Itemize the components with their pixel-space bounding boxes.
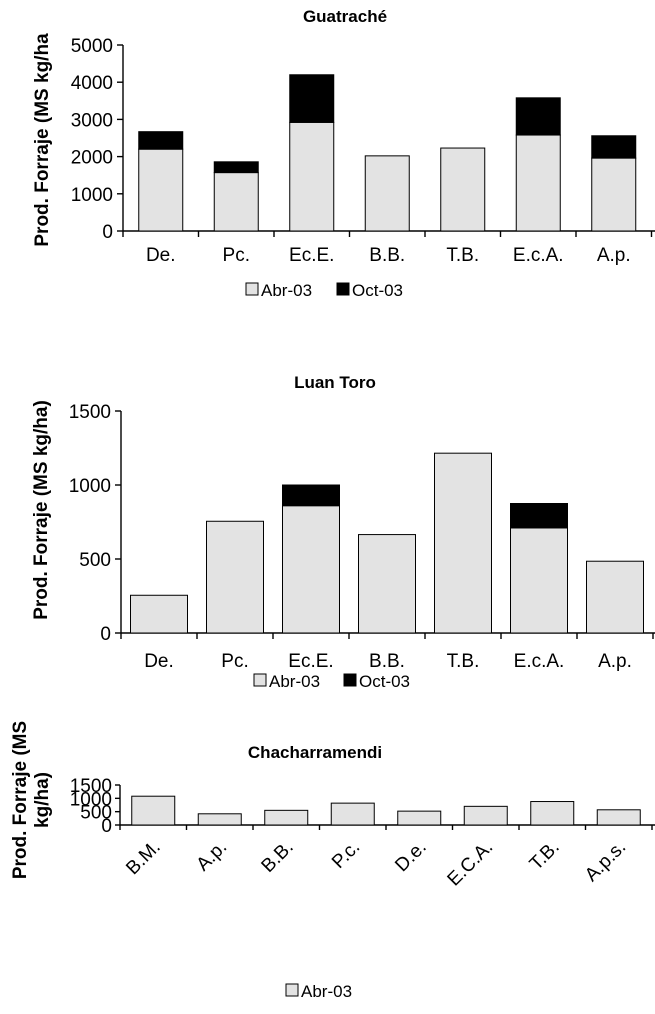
legend-label: Oct-03 [352, 281, 403, 300]
y-tick-label: 1000 [69, 476, 111, 497]
bar-oct-03 [138, 131, 184, 150]
x-category-label: Ec.E. [289, 245, 334, 266]
bar-abr-03 [434, 452, 492, 634]
legend-swatch [245, 282, 259, 296]
y-tick-label: 2000 [71, 148, 113, 169]
y-axis-label-line: Prod. Forraje (MS [10, 721, 31, 879]
chart-3: Chacharramendi Prod. Forraje (MSkg/ha) 050… [10, 721, 655, 1001]
chart-title: Luan Toro [294, 373, 376, 392]
bar-abr-03 [463, 805, 508, 826]
bar-abr-03 [510, 527, 568, 634]
legend-label: Abr-03 [301, 982, 352, 1001]
chart-title: Guatraché [303, 7, 387, 26]
bar-oct-03 [289, 74, 335, 123]
chart-title: Chacharramendi [248, 743, 382, 762]
bar-abr-03 [530, 801, 575, 826]
x-category-label: A.p.s. [581, 837, 630, 886]
y-tick-label: 1500 [70, 776, 112, 797]
bar-abr-03 [289, 121, 335, 232]
x-category-label: T.B. [447, 651, 480, 672]
y-tick-label: 0 [101, 816, 112, 837]
bar-oct-03 [213, 161, 259, 174]
x-category-label: E.c.A. [513, 245, 564, 266]
y-axis-label: Prod. Forraje (MS kg/ha [32, 33, 53, 247]
bar-abr-03 [586, 560, 644, 634]
legend-label: Abr-03 [261, 281, 312, 300]
y-tick-label: 1500 [69, 402, 111, 423]
x-category-label: Pc. [221, 651, 248, 672]
bar-abr-03 [206, 520, 264, 634]
bar-abr-03 [364, 155, 410, 232]
bar-oct-03 [510, 503, 568, 529]
x-category-label: D.e. [391, 837, 430, 876]
bar-oct-03 [591, 135, 637, 159]
bar-abr-03 [591, 157, 637, 232]
y-axis-label: Prod. Forraje (MSkg/ha) [10, 721, 53, 879]
bar-abr-03 [130, 594, 188, 634]
y-tick-label: 500 [79, 550, 111, 571]
x-category-label: B.B. [258, 837, 298, 877]
legend-label: Oct-03 [359, 672, 410, 691]
x-category-label: A.p. [598, 651, 632, 672]
bar-abr-03 [197, 813, 242, 826]
bar-abr-03 [131, 795, 176, 826]
x-category-label: E.C.A. [444, 837, 498, 891]
bar-abr-03 [515, 134, 561, 232]
y-tick-label: 1000 [71, 185, 113, 206]
bar-abr-03 [596, 809, 641, 826]
bar-abr-03 [282, 505, 340, 634]
x-category-label: T.B. [526, 837, 564, 875]
x-category-label: P.c. [328, 837, 364, 873]
chart-1: Guatraché Prod. Forraje (MS kg/ha 0 1000 200… [32, 7, 655, 300]
bar-oct-03 [515, 97, 561, 136]
x-category-label: De. [144, 651, 174, 672]
bar-abr-03 [358, 534, 416, 634]
x-category-label: A.p. [597, 245, 631, 266]
y-tick-label: 0 [102, 222, 113, 243]
x-category-label: A.p. [193, 837, 232, 876]
x-category-label: B.M. [122, 837, 164, 879]
bar-abr-03 [213, 172, 259, 232]
legend-swatch [336, 282, 350, 296]
x-category-label: T.B. [446, 245, 479, 266]
legend-swatch [343, 673, 357, 687]
legend-swatch [285, 983, 299, 997]
bar-abr-03 [264, 809, 309, 826]
legend-label: Abr-03 [269, 672, 320, 691]
y-tick-label: 5000 [71, 36, 113, 57]
legend-swatch [253, 673, 267, 687]
y-tick-label: 4000 [71, 73, 113, 94]
bar-abr-03 [440, 147, 486, 232]
y-tick-label: 0 [100, 624, 111, 645]
bar-abr-03 [138, 148, 184, 232]
x-category-label: E.c.A. [514, 651, 565, 672]
y-tick-label: 500 [80, 803, 112, 824]
chart-2: Luan Toro Prod. Forraje (MS kg/ha) 0 500 100… [31, 373, 655, 691]
x-category-label: Ec.E. [288, 651, 333, 672]
x-category-label: Pc. [223, 245, 250, 266]
bar-oct-03 [282, 484, 340, 507]
x-category-label: De. [146, 245, 176, 266]
y-axis-label: Prod. Forraje (MS kg/ha) [31, 400, 52, 620]
y-tick-label: 3000 [71, 110, 113, 131]
y-axis-label-line: kg/ha) [32, 772, 53, 828]
bar-abr-03 [397, 810, 442, 826]
bar-abr-03 [330, 802, 375, 826]
x-category-label: B.B. [369, 651, 405, 672]
y-tick-label: 1000 [70, 789, 112, 810]
x-category-label: B.B. [369, 245, 405, 266]
